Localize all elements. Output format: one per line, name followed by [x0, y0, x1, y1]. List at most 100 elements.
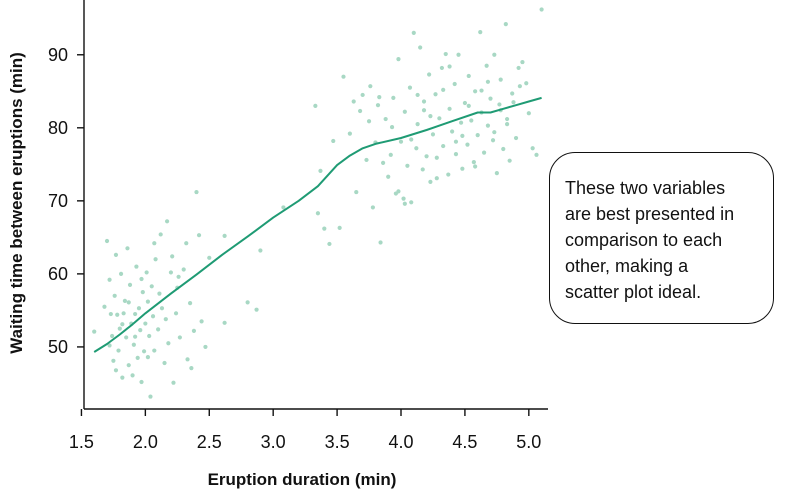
data-point [166, 341, 171, 346]
data-point [388, 152, 393, 157]
data-point [122, 298, 128, 304]
data-point [173, 311, 179, 316]
data-point [144, 270, 149, 275]
data-point [124, 335, 129, 340]
data-point [136, 306, 142, 311]
data-point [147, 333, 152, 339]
data-point [347, 131, 352, 136]
data-point [196, 233, 202, 238]
y-tick-label: 60 [48, 264, 68, 284]
data-point [360, 92, 365, 98]
data-point [149, 284, 154, 289]
data-point [389, 124, 395, 130]
data-point [107, 343, 112, 348]
data-point [409, 137, 414, 142]
data-point [163, 317, 168, 322]
data-point [453, 139, 459, 144]
x-tick-label: 5.0 [516, 432, 541, 452]
data-point [381, 160, 386, 165]
x-tick-label: 2.0 [133, 432, 158, 452]
axes [83, 0, 548, 410]
data-point [524, 81, 529, 86]
data-point [424, 154, 429, 159]
data-point [189, 366, 194, 371]
data-point [141, 349, 147, 354]
data-point [341, 74, 346, 79]
data-point [407, 85, 413, 90]
data-point [428, 179, 433, 184]
data-point [411, 30, 416, 35]
callout-box: These two variables are best presented i… [549, 152, 774, 324]
data-point [143, 321, 148, 326]
data-point [318, 168, 323, 174]
data-point [351, 99, 356, 104]
data-point [446, 172, 451, 177]
data-point [139, 379, 144, 385]
data-points [92, 7, 544, 399]
y-axis-ticks: 50 60 70 80 90 [48, 45, 84, 357]
data-point [185, 357, 190, 362]
data-point [131, 342, 136, 347]
data-point [168, 270, 174, 275]
data-point [466, 103, 471, 109]
y-tick-label: 50 [48, 337, 68, 357]
data-point [539, 7, 544, 12]
data-point [437, 116, 442, 121]
data-point [396, 57, 401, 62]
y-tick-label: 70 [48, 191, 68, 211]
trend-line-group [93, 96, 542, 353]
data-point [473, 89, 478, 94]
data-point [121, 311, 126, 316]
data-point [427, 72, 432, 77]
data-point [516, 65, 521, 71]
callout-line: comparison to each [565, 230, 723, 250]
data-point [484, 63, 489, 68]
data-point [441, 143, 446, 149]
data-point [504, 116, 510, 122]
data-point [159, 306, 165, 311]
data-point [401, 196, 406, 201]
data-point [199, 319, 204, 324]
data-point [152, 241, 157, 246]
data-point [433, 92, 438, 97]
data-point [453, 152, 459, 157]
data-point [488, 96, 493, 101]
data-point [207, 255, 212, 260]
data-point [386, 174, 391, 179]
data-point [434, 176, 439, 181]
data-point [245, 300, 250, 305]
data-point [258, 248, 263, 253]
data-point [150, 314, 156, 319]
data-point [127, 282, 133, 287]
data-point [156, 327, 161, 332]
data-point [315, 211, 321, 216]
data-point [452, 81, 457, 87]
data-point [504, 122, 510, 127]
data-point [133, 334, 138, 339]
data-point [530, 146, 535, 151]
data-point [357, 108, 363, 114]
data-point [181, 267, 186, 272]
y-tick-label: 80 [48, 118, 68, 138]
data-point [447, 106, 452, 111]
data-point [322, 226, 327, 231]
data-point [139, 276, 144, 282]
data-point [421, 108, 427, 113]
data-point [475, 133, 480, 138]
data-point [447, 64, 452, 69]
data-point [430, 132, 436, 137]
x-tick-label: 2.5 [197, 432, 222, 452]
data-point [107, 277, 112, 282]
data-point [492, 130, 497, 135]
data-point [364, 157, 369, 163]
data-point [439, 65, 445, 71]
data-point [507, 158, 512, 163]
data-point [116, 348, 121, 353]
data-point [313, 103, 318, 109]
y-tick-label: 90 [48, 45, 68, 65]
data-point [479, 88, 484, 93]
trend-line [93, 96, 542, 353]
callout-line: other, making a [565, 256, 689, 276]
y-axis-title: Waiting time between eruptions (min) [7, 52, 26, 354]
data-point [497, 102, 502, 107]
